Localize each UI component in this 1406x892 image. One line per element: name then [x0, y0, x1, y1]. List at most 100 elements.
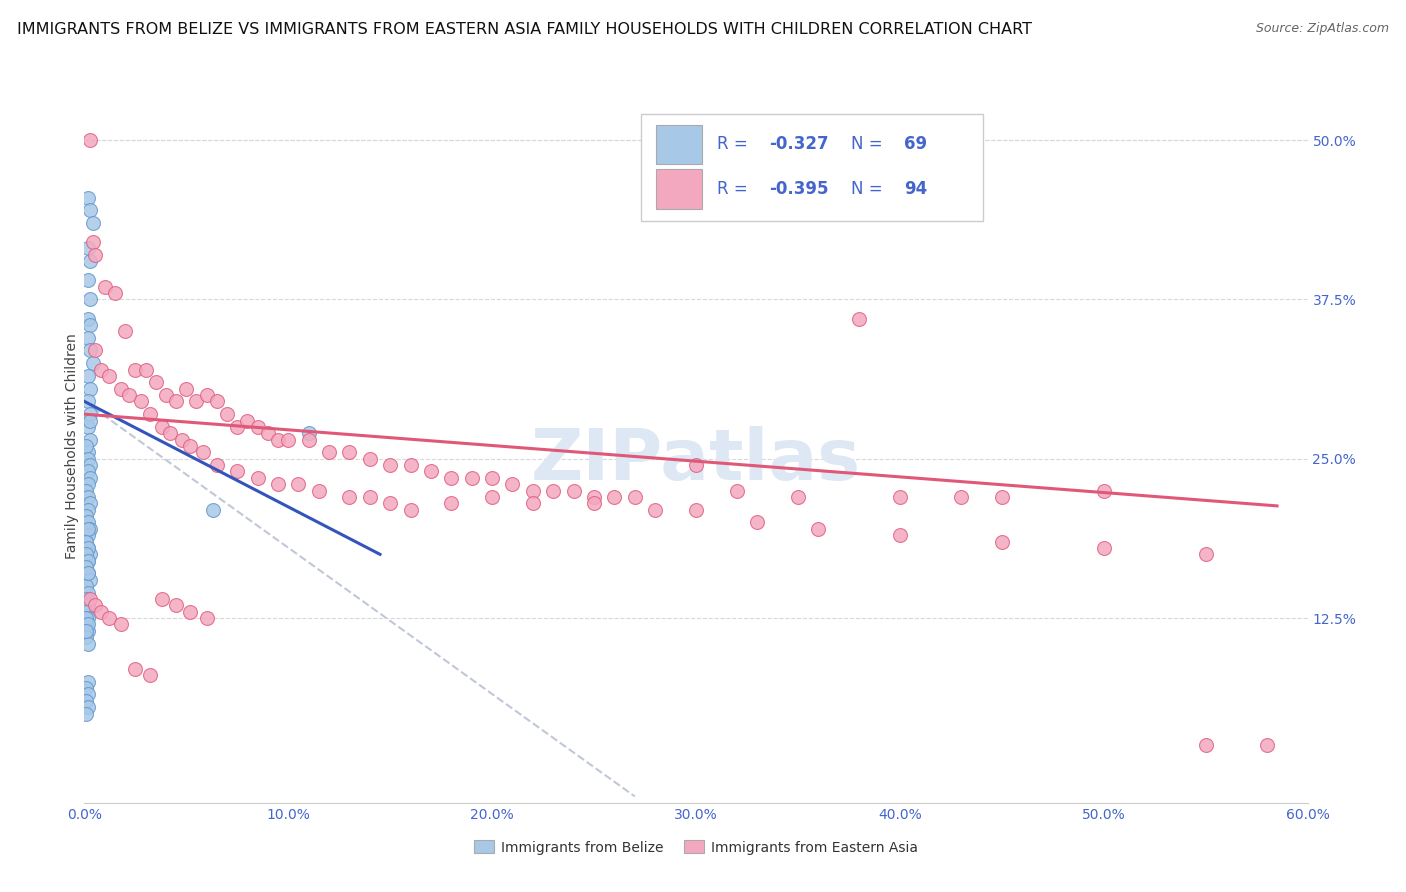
Point	[75, 483, 97, 498]
FancyBboxPatch shape	[655, 169, 702, 209]
Point	[93, 279, 115, 293]
Point	[75, 617, 97, 632]
Point	[624, 490, 647, 504]
Point	[380, 496, 402, 510]
Point	[77, 445, 100, 459]
Point	[77, 700, 100, 714]
Point	[1092, 541, 1115, 555]
Point	[1195, 547, 1218, 561]
Point	[82, 235, 104, 249]
Point	[562, 483, 585, 498]
Point	[257, 426, 280, 441]
Point	[399, 458, 422, 472]
Point	[481, 490, 503, 504]
Point	[82, 216, 104, 230]
Point	[83, 343, 105, 358]
Point	[77, 394, 100, 409]
Point	[124, 662, 146, 676]
Point	[79, 343, 101, 358]
Text: -0.395: -0.395	[769, 180, 830, 198]
Point	[131, 394, 153, 409]
Point	[77, 477, 100, 491]
Point	[138, 668, 160, 682]
Text: -0.327: -0.327	[769, 136, 830, 153]
Point	[77, 528, 100, 542]
Point	[1195, 739, 1218, 753]
Point	[77, 502, 100, 516]
Point	[75, 560, 97, 574]
Point	[267, 477, 290, 491]
Point	[205, 458, 228, 472]
Point	[267, 433, 290, 447]
Point	[83, 248, 105, 262]
Point	[77, 554, 100, 568]
Point	[165, 599, 187, 613]
Point	[440, 496, 463, 510]
Point	[77, 674, 100, 689]
Point	[79, 254, 101, 268]
Point	[79, 522, 101, 536]
Point	[725, 483, 748, 498]
Y-axis label: Family Households with Children: Family Households with Children	[65, 333, 79, 559]
Point	[236, 413, 259, 427]
Point	[75, 509, 97, 524]
Point	[848, 311, 870, 326]
Point	[359, 490, 381, 504]
FancyBboxPatch shape	[655, 125, 702, 164]
Point	[79, 547, 101, 561]
Point	[339, 445, 361, 459]
Point	[179, 605, 201, 619]
Point	[75, 547, 97, 561]
Point	[77, 541, 100, 555]
Point	[110, 382, 132, 396]
Point	[82, 356, 104, 370]
Point	[114, 324, 136, 338]
Point	[79, 133, 101, 147]
Point	[77, 465, 100, 479]
Point	[226, 465, 249, 479]
Point	[191, 445, 214, 459]
Point	[603, 490, 626, 504]
Point	[90, 605, 112, 619]
Point	[150, 591, 173, 606]
Point	[1092, 483, 1115, 498]
Point	[226, 420, 249, 434]
Point	[399, 502, 422, 516]
Point	[77, 636, 100, 650]
Point	[77, 566, 100, 581]
Point	[308, 483, 330, 498]
Point	[195, 388, 218, 402]
Point	[75, 630, 97, 644]
Point	[1256, 739, 1278, 753]
Point	[298, 433, 321, 447]
Point	[685, 458, 707, 472]
Point	[124, 362, 146, 376]
Point	[97, 368, 120, 383]
Point	[75, 534, 97, 549]
Point	[807, 522, 830, 536]
Point	[77, 451, 100, 466]
Point	[79, 413, 101, 427]
Point	[77, 585, 100, 599]
Point	[79, 496, 101, 510]
Point	[77, 611, 100, 625]
Point	[583, 496, 606, 510]
Point	[77, 617, 100, 632]
Point	[583, 490, 606, 504]
Text: ZIPatlas: ZIPatlas	[531, 425, 860, 495]
Point	[90, 362, 112, 376]
Point	[75, 579, 97, 593]
Point	[79, 407, 101, 421]
Point	[104, 286, 127, 301]
Point	[135, 362, 157, 376]
Point	[205, 394, 228, 409]
Point	[991, 490, 1014, 504]
Point	[747, 516, 769, 530]
Point	[77, 242, 100, 256]
Point	[77, 311, 100, 326]
Point	[77, 554, 100, 568]
Point	[522, 483, 544, 498]
Point	[991, 534, 1014, 549]
Point	[77, 331, 100, 345]
Text: N =: N =	[851, 136, 889, 153]
